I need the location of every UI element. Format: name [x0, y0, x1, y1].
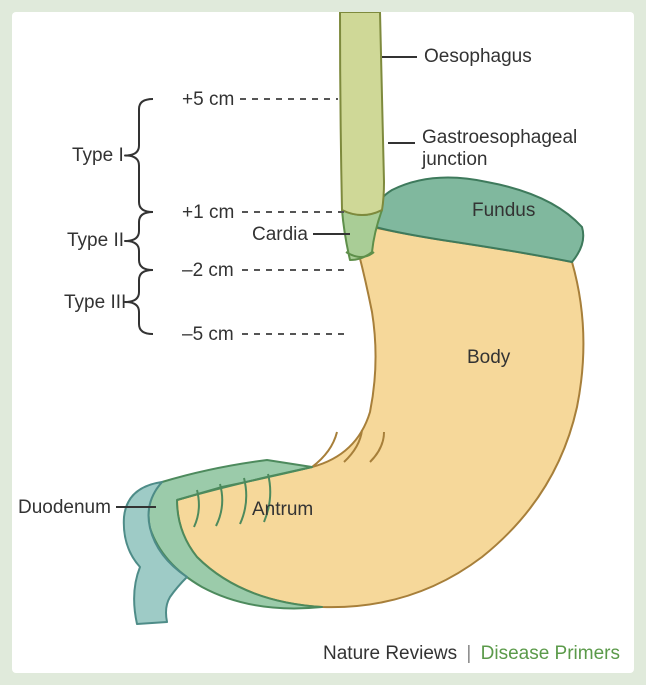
label-antrum: Antrum	[252, 499, 313, 521]
credit-series: Disease Primers	[481, 643, 620, 664]
credit-line: Nature Reviews | Disease Primers	[323, 643, 620, 665]
label-oesophagus: Oesophagus	[424, 46, 532, 68]
label-cardia: Cardia	[252, 224, 308, 246]
label-type3: Type III	[64, 292, 126, 314]
credit-journal: Nature Reviews	[323, 643, 457, 664]
label-gej-line2: junction	[422, 149, 488, 171]
label-cm-p1: +1 cm	[182, 202, 234, 224]
label-body: Body	[467, 347, 510, 369]
label-type2: Type II	[67, 230, 124, 252]
credit-separator: |	[466, 643, 471, 664]
label-duodenum: Duodenum	[18, 497, 111, 519]
label-cm-m5: –5 cm	[182, 324, 234, 346]
label-type1: Type I	[72, 145, 124, 167]
diagram-canvas: Oesophagus Gastroesophageal junction Fun…	[12, 12, 634, 673]
stomach-diagram-svg	[12, 12, 634, 673]
label-cm-p5: +5 cm	[182, 89, 234, 111]
label-gej-line1: Gastroesophageal	[422, 127, 577, 149]
label-fundus: Fundus	[472, 200, 535, 222]
label-cm-m2: –2 cm	[182, 260, 234, 282]
